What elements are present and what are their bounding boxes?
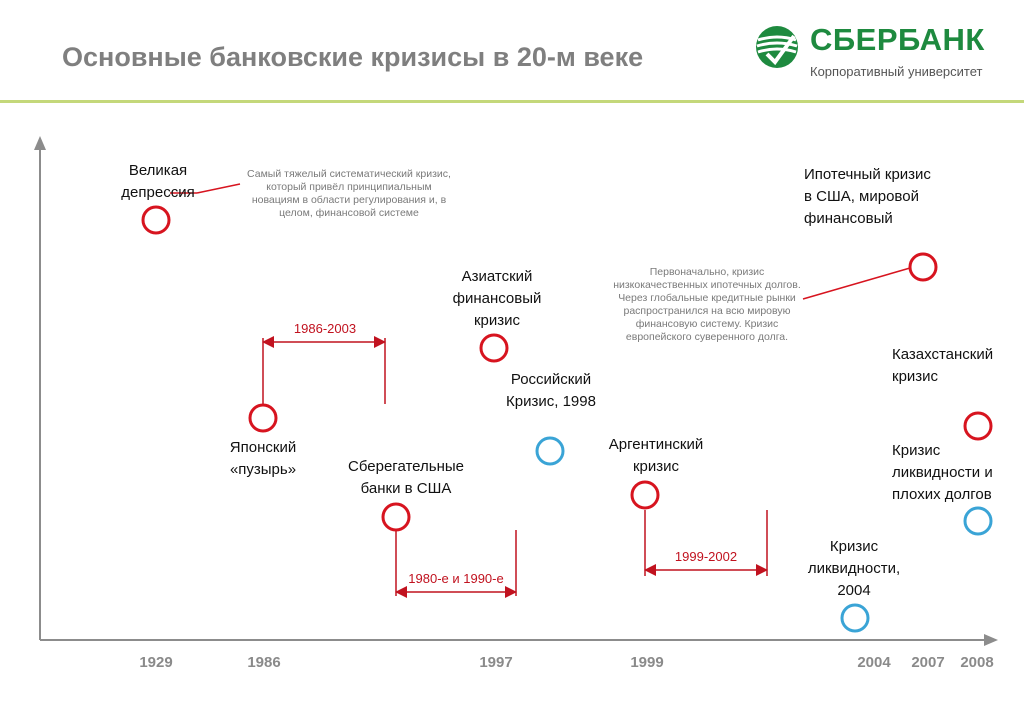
range-label-argentine: 1999-2002 xyxy=(674,549,738,564)
crisis-label-great-depression: Великая депрессия xyxy=(121,162,195,201)
sberbank-logo-icon xyxy=(756,26,798,68)
connector-great-depression-note xyxy=(196,183,241,194)
y-axis-arrow-icon xyxy=(34,136,46,150)
logo-subtitle: Корпоративный университет xyxy=(810,64,983,79)
connector-mortgage-note xyxy=(802,267,911,300)
crisis-label-japan: Японский «пузырь» xyxy=(229,439,297,478)
crisis-label-russian: Российский Кризис, 1998 xyxy=(506,371,596,410)
marker-us-savings xyxy=(381,502,411,532)
range-label-us-savings: 1980-е и 1990-е xyxy=(408,571,504,586)
note-great-depression: Самый тяжелый систематический кризис, ко… xyxy=(247,168,451,219)
year-label: 2007 xyxy=(911,654,945,671)
marker-mortgage xyxy=(908,252,938,282)
marker-asian xyxy=(479,333,509,363)
page-title: Основные банковские кризисы в 20-м веке xyxy=(62,42,644,72)
marker-liquidity-bad-debts xyxy=(963,506,993,536)
range-label-japan: 1986-2003 xyxy=(293,321,357,336)
title-divider xyxy=(0,100,1024,103)
crisis-label-kazakhstan: Казахстанский кризис xyxy=(892,346,994,385)
marker-russian xyxy=(535,436,565,466)
crisis-label-us-savings: Сберегательные банки в США xyxy=(348,458,464,497)
year-label: 1986 xyxy=(247,654,281,671)
marker-japan xyxy=(248,403,278,433)
crisis-label-asian: Азиатский финансовый кризис xyxy=(452,268,542,329)
marker-great-depression xyxy=(141,205,171,235)
year-label: 2004 xyxy=(857,654,891,671)
marker-kazakhstan xyxy=(963,411,993,441)
year-label: 1997 xyxy=(479,654,513,671)
crisis-label-liquidity-2004: Кризис ликвидности, 2004 xyxy=(807,538,901,599)
crisis-label-mortgage: Ипотечный кризис в США, мировой финансов… xyxy=(804,166,931,227)
marker-liquidity-2004 xyxy=(840,603,870,633)
year-label: 1929 xyxy=(139,654,173,671)
logo-name: СБЕРБАНК xyxy=(810,22,985,57)
year-label: 2008 xyxy=(960,654,994,671)
year-label: 1999 xyxy=(630,654,664,671)
crisis-label-argentine: Аргентинский кризис xyxy=(608,436,704,475)
crisis-label-liquidity-bad-debts: Кризис ликвидности и плохих долгов xyxy=(892,442,993,503)
x-axis-arrow-icon xyxy=(984,634,998,646)
note-mortgage: Первоначально, кризис низкокачественных … xyxy=(613,266,801,343)
marker-argentine xyxy=(630,480,660,510)
